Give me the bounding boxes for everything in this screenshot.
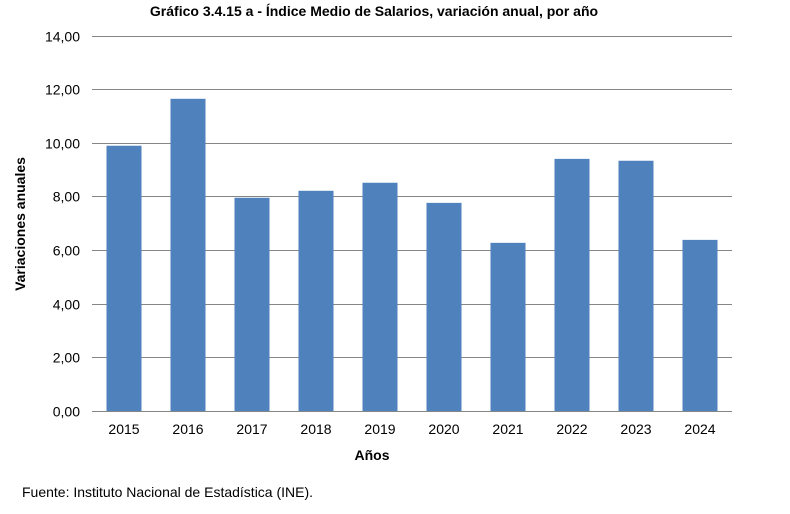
y-tick-label: 12,00 — [45, 82, 80, 98]
y-tick-label: 2,00 — [53, 350, 80, 366]
y-tick-label: 6,00 — [53, 243, 80, 259]
x-axis-ticks: 2015 2016 2017 2018 2019 2020 2021 2022 2023 2024 — [108, 421, 715, 437]
x-tick-label: 2021 — [492, 421, 523, 437]
x-axis-label: Años — [355, 447, 390, 463]
y-axis-label: Variaciones anuales — [12, 157, 28, 291]
y-tick-label: 0,00 — [53, 404, 80, 420]
bar-2021 — [490, 242, 526, 411]
bar-2023 — [618, 160, 654, 411]
bar-2020 — [426, 202, 462, 411]
x-tick-label: 2015 — [108, 421, 139, 437]
bar-2022 — [554, 158, 590, 411]
y-tick-label: 14,00 — [45, 29, 80, 45]
bar-2015 — [106, 145, 142, 411]
bar-2016 — [170, 98, 206, 411]
y-axis-ticks: 0,00 2,00 4,00 6,00 8,00 10,00 12,00 14,00 — [45, 29, 80, 420]
source-note: Fuente: Instituto Nacional de Estadístic… — [22, 484, 314, 500]
bar-2019 — [362, 182, 398, 411]
x-tick-label: 2018 — [300, 421, 331, 437]
x-tick-label: 2023 — [620, 421, 651, 437]
bar-2018 — [298, 190, 334, 411]
y-tick-label: 10,00 — [45, 136, 80, 152]
x-tick-label: 2017 — [236, 421, 267, 437]
x-tick-label: 2024 — [684, 421, 715, 437]
bar-2024 — [682, 239, 718, 411]
x-tick-label: 2016 — [172, 421, 203, 437]
x-tick-label: 2022 — [556, 421, 587, 437]
chart-title: Gráfico 3.4.15 a - Índice Medio de Salar… — [150, 3, 598, 19]
y-tick-label: 8,00 — [53, 189, 80, 205]
bars — [106, 98, 718, 411]
x-tick-label: 2020 — [428, 421, 459, 437]
bar-2017 — [234, 197, 270, 411]
y-tick-label: 4,00 — [53, 297, 80, 313]
x-tick-label: 2019 — [364, 421, 395, 437]
